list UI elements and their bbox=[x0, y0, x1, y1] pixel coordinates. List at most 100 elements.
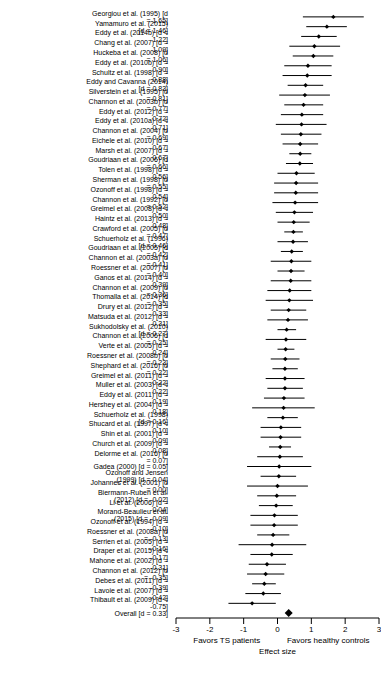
html-text:Verte et al. (2005) [d =: Verte et al. (2005) [d = bbox=[98, 342, 168, 350]
svg-text:2: 2 bbox=[343, 625, 348, 634]
html-text:0.09]: 0.09] bbox=[152, 437, 168, 445]
html-text:Ozonoff and Jensen: Ozonoff and Jensen bbox=[105, 469, 168, 477]
html-text:Marsh et al. (2007) [d =: Marsh et al. (2007) [d = bbox=[95, 146, 168, 154]
html-text:Hershey et al. (2004) [d =: Hershey et al. (2004) [d = bbox=[88, 400, 168, 408]
html-text:Channon et al. (2006) [d: Channon et al. (2006) [d bbox=[92, 332, 168, 340]
html-text:Ozonoff et al. (1998) [d =: Ozonoff et al. (1998) [d = bbox=[90, 185, 168, 193]
html-text:0.56]: 0.56] bbox=[152, 173, 168, 181]
html-text:[d = 0.46]: [d = 0.46] bbox=[138, 241, 168, 249]
html-text:= 0.69]: = 0.69] bbox=[146, 134, 168, 142]
html-text:Channon et al. (2003b) [d: Channon et al. (2003b) [d bbox=[88, 97, 168, 105]
html-text:Georgiou et al. (1995) [d: Georgiou et al. (1995) [d bbox=[92, 9, 168, 17]
html-text:Schultz et al. (1998) [d =: Schultz et al. (1998) [d = bbox=[91, 68, 168, 76]
html-text:Sukhodolsky et al. (2010): Sukhodolsky et al. (2010) bbox=[89, 322, 168, 330]
html-text:Chang et al. (2007) [d =: Chang et al. (2007) [d = bbox=[94, 39, 168, 47]
html-text:Effect size: Effect size bbox=[259, 647, 296, 656]
html-text:Church et al. (2009) [d =: Church et al. (2009) [d = bbox=[92, 439, 168, 447]
html-text:Eichele et al. (2010) [d =: Eichele et al. (2010) [d = bbox=[91, 136, 168, 144]
html-text:0.54]: 0.54] bbox=[152, 192, 168, 200]
html-text:0.88]: 0.88] bbox=[152, 75, 168, 83]
html-text:0.22]: 0.22] bbox=[152, 378, 168, 386]
html-text:0.67]: 0.67] bbox=[152, 143, 168, 151]
html-text:0.18]: 0.18] bbox=[152, 407, 168, 415]
html-text:Crawford et al. (2005) [d: Crawford et al. (2005) [d bbox=[92, 224, 168, 232]
html-text:Tolen et al. (1998) [d =: Tolen et al. (1998) [d = bbox=[98, 166, 168, 174]
html-text:= 0.41]: = 0.41] bbox=[146, 261, 168, 269]
html-text:Matsuda et al. (2012) [d =: Matsuda et al. (2012) [d = bbox=[88, 312, 168, 320]
html-text:= 1.65]: = 1.65] bbox=[146, 16, 168, 24]
html-text:Shin et al. (2001) [d =: Shin et al. (2001) [d = bbox=[100, 430, 168, 438]
html-text:1.22]: 1.22] bbox=[152, 36, 168, 44]
html-text:[d = 0.83]: [d = 0.83] bbox=[138, 85, 168, 93]
html-text:Greimel et al. (2011) [d =: Greimel et al. (2011) [d = bbox=[90, 371, 168, 379]
html-text:Haintz et al. (2013) [d =: Haintz et al. (2013) [d = bbox=[95, 215, 168, 223]
html-text:= 0.81]: = 0.81] bbox=[146, 95, 168, 103]
html-text:Drury et al. (2012) [d =: Drury et al. (2012) [d = bbox=[97, 303, 168, 311]
html-text:0.08]: 0.08] bbox=[152, 446, 168, 454]
html-text:= 0.52]: = 0.52] bbox=[146, 202, 168, 210]
html-text:0.33]: 0.33] bbox=[152, 310, 168, 318]
html-text:Schuerholz et al. (1996): Schuerholz et al. (1996) bbox=[93, 234, 168, 242]
html-text:Favors TS patients: Favors TS patients bbox=[193, 636, 261, 645]
html-text:Shucard et al. (1997) [d =: Shucard et al. (1997) [d = bbox=[88, 420, 168, 428]
html-text:0.22]: 0.22] bbox=[152, 388, 168, 396]
svg-text:-3: -3 bbox=[172, 625, 180, 634]
html-text:Greimel et al. (2008) [d =: Greimel et al. (2008) [d = bbox=[90, 205, 168, 213]
html-text:Muller et al. (2003) [d =: Muller et al. (2003) [d = bbox=[95, 381, 168, 389]
html-text:= 0.42]: = 0.42] bbox=[146, 251, 168, 259]
html-text:0.90]: 0.90] bbox=[152, 65, 168, 73]
html-text:= 0.77]: = 0.77] bbox=[146, 104, 168, 112]
svg-text:-2: -2 bbox=[206, 625, 214, 634]
html-text:Thomalla et al. (2014) [d: Thomalla et al. (2014) [d bbox=[92, 293, 168, 301]
html-text:[d = 0.27]: [d = 0.27] bbox=[138, 329, 168, 337]
html-text:Biermann-Ruben et al.: Biermann-Ruben et al. bbox=[98, 488, 168, 496]
html-text:= 0.07]: = 0.07] bbox=[146, 456, 168, 464]
svg-text:-1: -1 bbox=[240, 625, 248, 634]
html-text:= 0.66]: = 0.66] bbox=[146, 163, 168, 171]
svg-text:1: 1 bbox=[309, 625, 314, 634]
html-text:Eddy et al. (2012) [d =: Eddy et al. (2012) [d = bbox=[98, 107, 168, 115]
html-text:Goudriaan et al. (2006) [d: Goudriaan et al. (2006) [d bbox=[88, 156, 168, 164]
html-text:Channon et al. (2004) [d: Channon et al. (2004) [d bbox=[92, 127, 168, 135]
html-text:0.72]: 0.72] bbox=[152, 114, 168, 122]
html-text:Channon et al. (1992) [d: Channon et al. (1992) [d bbox=[92, 195, 168, 203]
html-text:Eddy et al. (2010a) [d =: Eddy et al. (2010a) [d = bbox=[95, 117, 168, 125]
html-text:Shephard et al. (2016) [d: Shephard et al. (2016) [d bbox=[90, 361, 168, 369]
html-text:0.19]: 0.19] bbox=[152, 398, 168, 406]
html-text:Channon et al. (2009) [d: Channon et al. (2009) [d bbox=[92, 283, 168, 291]
html-text:Schuerholz et al. (1998): Schuerholz et al. (1998) bbox=[93, 410, 168, 418]
html-text:0.10]: 0.10] bbox=[152, 427, 168, 435]
html-text:0.50]: 0.50] bbox=[152, 212, 168, 220]
html-text:Silverstein et al. (1995) [d: Silverstein et al. (1995) [d bbox=[88, 88, 168, 96]
svg-text:Overall [d = 0.33]: Overall [d = 0.33] bbox=[114, 610, 168, 618]
html-text:Eddy et al. (2014b) [d =: Eddy et al. (2014b) [d = bbox=[95, 29, 168, 37]
html-text:0.48]: 0.48] bbox=[152, 222, 168, 230]
html-text:(1999) [d = 0.04]: (1999) [d = 0.04] bbox=[116, 476, 168, 484]
html-text:Yamamuro et al. (2015): Yamamuro et al. (2015) bbox=[95, 19, 168, 27]
html-text:= 0.36]: = 0.36] bbox=[146, 290, 168, 298]
html-text:= 0.47]: = 0.47] bbox=[146, 231, 168, 239]
svg-text:3: 3 bbox=[377, 625, 381, 634]
html-text:Eddy et al. (2010b) [d =: Eddy et al. (2010b) [d = bbox=[95, 58, 168, 66]
html-text:[d = 1.46]: [d = 1.46] bbox=[138, 26, 168, 34]
html-text:0.71]: 0.71] bbox=[152, 124, 168, 132]
html-text:1.09]: 1.09] bbox=[152, 46, 168, 54]
html-text:Li et al. (2006) [d =: Li et al. (2006) [d = bbox=[109, 498, 168, 506]
html-text:Eddy et al. (2011) [d =: Eddy et al. (2011) [d = bbox=[99, 391, 168, 399]
html-text:Ganos et al. (2014) [d =: Ganos et al. (2014) [d = bbox=[94, 273, 168, 281]
html-text:= 0.22]: = 0.22] bbox=[146, 368, 168, 376]
html-text:0.67]: 0.67] bbox=[152, 153, 168, 161]
html-text:(2012) [d = -0.02]: (2012) [d = -0.02] bbox=[114, 495, 168, 503]
html-text:Goudriaan et al. (2005) [d: Goudriaan et al. (2005) [d bbox=[88, 244, 168, 252]
html-text:Channon et al. (2003a) [d: Channon et al. (2003a) [d bbox=[88, 254, 168, 262]
html-text:= 0.35]: = 0.35] bbox=[146, 300, 168, 308]
html-text:Favors healthy controls: Favors healthy controls bbox=[286, 636, 370, 645]
html-text:0.24]: 0.24] bbox=[152, 349, 168, 357]
svg-text:0: 0 bbox=[275, 625, 280, 634]
html-text:0.31]: 0.31] bbox=[152, 319, 168, 327]
html-text:Delorme et al. (2016) [d: Delorme et al. (2016) [d bbox=[94, 449, 168, 457]
html-text:= 0.25]: = 0.25] bbox=[146, 339, 168, 347]
html-text:[d = 0.16]: [d = 0.16] bbox=[138, 417, 168, 425]
html-text:0.39]: 0.39] bbox=[152, 280, 168, 288]
html-text:Eddy and Cavanna (2014): Eddy and Cavanna (2014) bbox=[86, 78, 168, 86]
